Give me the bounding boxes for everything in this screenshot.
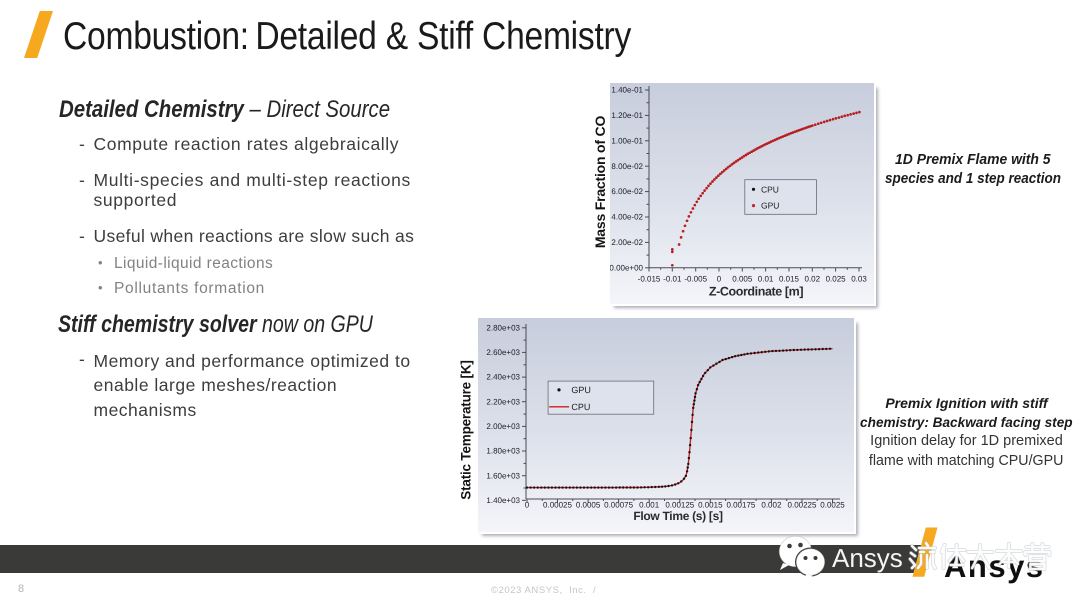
svg-text:0.005: 0.005 xyxy=(732,275,753,284)
svg-text:0.03: 0.03 xyxy=(851,275,867,284)
svg-text:CPU: CPU xyxy=(761,184,779,194)
svg-text:0.00175: 0.00175 xyxy=(726,501,755,510)
svg-text:0.0005: 0.0005 xyxy=(576,501,601,510)
svg-text:0.015: 0.015 xyxy=(779,275,800,284)
svg-text:0.00e+00: 0.00e+00 xyxy=(610,263,644,272)
svg-text:2.60e+03: 2.60e+03 xyxy=(486,348,520,357)
svg-text:-0.005: -0.005 xyxy=(684,275,707,284)
svg-text:0.00125: 0.00125 xyxy=(665,501,694,510)
svg-text:1.00e-01: 1.00e-01 xyxy=(611,136,643,145)
svg-text:GPU: GPU xyxy=(571,385,591,395)
svg-text:1.20e-01: 1.20e-01 xyxy=(611,111,643,120)
svg-text:Ansys: Ansys xyxy=(832,543,903,573)
svg-text:1.60e+03: 1.60e+03 xyxy=(486,471,520,480)
svg-text:6.00e-02: 6.00e-02 xyxy=(611,187,643,196)
svg-text:0.0025: 0.0025 xyxy=(820,501,845,510)
svg-text:0.0015: 0.0015 xyxy=(698,501,723,510)
svg-text:-0.01: -0.01 xyxy=(663,275,682,284)
svg-text:1.40e+03: 1.40e+03 xyxy=(486,496,520,505)
svg-text:0.025: 0.025 xyxy=(826,275,847,284)
svg-text:0: 0 xyxy=(525,501,530,510)
svg-text:0.00025: 0.00025 xyxy=(543,501,572,510)
svg-text:CPU: CPU xyxy=(571,402,590,412)
svg-text:1.80e+03: 1.80e+03 xyxy=(486,447,520,456)
svg-text:0.00075: 0.00075 xyxy=(604,501,633,510)
svg-text:4.00e-02: 4.00e-02 xyxy=(611,213,643,222)
svg-text:8.00e-02: 8.00e-02 xyxy=(611,162,643,171)
svg-text:0.001: 0.001 xyxy=(639,501,660,510)
svg-text:1.40e-01: 1.40e-01 xyxy=(611,86,643,95)
svg-text:2.00e+03: 2.00e+03 xyxy=(486,422,520,431)
svg-text:2.80e+03: 2.80e+03 xyxy=(486,323,520,332)
svg-text:2.20e+03: 2.20e+03 xyxy=(486,397,520,406)
svg-text:0: 0 xyxy=(717,275,722,284)
svg-text:0.01: 0.01 xyxy=(758,275,774,284)
svg-text:0.00225: 0.00225 xyxy=(788,501,817,510)
svg-text:0.02: 0.02 xyxy=(805,275,821,284)
svg-text:2.40e+03: 2.40e+03 xyxy=(486,373,520,382)
svg-text:Flow Time (s) [s]: Flow Time (s) [s] xyxy=(633,509,723,523)
svg-text:Z-Coordinate [m]: Z-Coordinate [m] xyxy=(709,285,804,299)
svg-text:-0.015: -0.015 xyxy=(638,275,661,284)
svg-text:2.00e-02: 2.00e-02 xyxy=(611,238,643,247)
svg-text:GPU: GPU xyxy=(761,201,779,211)
svg-text:0.002: 0.002 xyxy=(761,501,782,510)
